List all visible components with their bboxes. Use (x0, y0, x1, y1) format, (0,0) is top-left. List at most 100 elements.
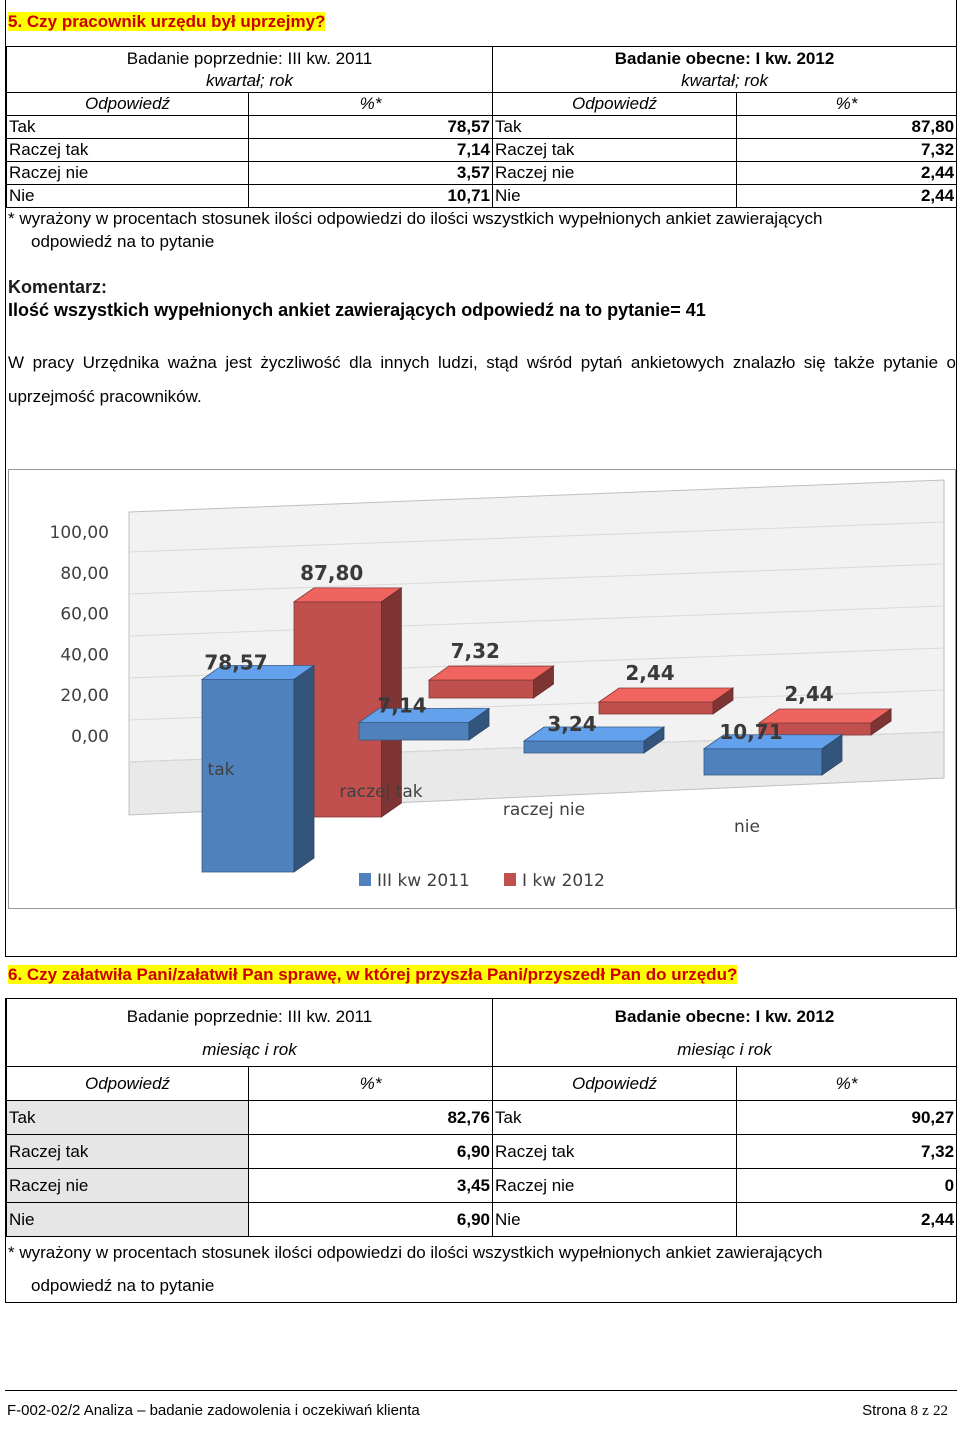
y-tick-label: 80,00 (60, 564, 109, 584)
data-label: 7,32 (451, 639, 500, 663)
bar-iii-kw-2011-raczej-nie (522, 726, 666, 754)
row-label: Raczej nie (6, 1168, 249, 1203)
question-5-table: Badanie poprzednie: III kw. 2011 kwartał;… (5, 46, 958, 208)
col-answer-curr: Odpowiedź (492, 1066, 738, 1101)
curr-study-header: Badanie obecne: I kw. 2012 kwartał; rok (492, 46, 958, 93)
row-value-curr: 90,27 (736, 1100, 958, 1135)
bar-i-kw-2012-nie (757, 708, 893, 736)
table-row: Nie 10,71 Nie 2,44 (6, 184, 958, 208)
data-label: 10,71 (719, 720, 782, 744)
col-pct-curr: %* (736, 92, 958, 116)
col-pct-curr: %* (736, 1066, 958, 1101)
row-label: Raczej nie (6, 161, 249, 185)
row-value-prev: 3,57 (247, 161, 494, 185)
column-header-row: Odpowiedź %* Odpowiedź %* (6, 1066, 958, 1101)
table-row: Tak 82,76 Tak 90,27 (6, 1100, 958, 1135)
row-label: Tak (492, 115, 738, 139)
gridline (128, 521, 945, 553)
chart-y-ticks: 0,00 20,00 40,00 60,00 80,00 100,00 (50, 523, 109, 747)
comment-paragraph: W pracy Urzędnika ważna jest życzliwość … (8, 353, 956, 406)
footer-divider (5, 1390, 957, 1391)
row-value-curr: 87,80 (736, 115, 958, 139)
question-6-title: 6. Czy załatwiła Pani/załatwił Pan spraw… (8, 965, 738, 984)
col-answer-prev: Odpowiedź (6, 1066, 249, 1101)
table-row: Tak 78,57 Tak 87,80 (6, 115, 958, 139)
row-label: Nie (6, 184, 249, 208)
prev-study-header: Badanie poprzednie: III kw. 2011 kwartał;… (5, 46, 494, 93)
data-label: 7,14 (377, 694, 426, 718)
question-5-frame (5, 0, 957, 957)
row-label: Raczej nie (492, 161, 738, 185)
legend-swatch (504, 873, 516, 886)
bar-iii-kw-2011-nie (702, 733, 844, 776)
col-pct-prev: %* (247, 92, 494, 116)
row-label: Tak (6, 1100, 249, 1135)
y-tick-label: 40,00 (60, 645, 109, 665)
question-6-table: Badanie poprzednie: III kw. 2011 miesiąc … (5, 998, 958, 1237)
curr-study-header: Badanie obecne: I kw. 2012 miesiąc i rok (492, 998, 958, 1067)
col-answer-prev: Odpowiedź (6, 92, 249, 116)
row-label: Raczej tak (6, 1134, 249, 1169)
row-value-curr: 7,32 (736, 1134, 958, 1169)
data-label: 2,44 (625, 661, 674, 685)
row-label: Raczej nie (492, 1168, 738, 1203)
table-row: Raczej nie 3,57 Raczej nie 2,44 (6, 161, 958, 185)
y-tick-label: 60,00 (60, 605, 109, 625)
y-tick-label: 20,00 (60, 686, 109, 706)
data-label: 2,44 (784, 682, 833, 706)
column-header-row: Odpowiedź %* Odpowiedź %* (6, 92, 958, 116)
bar-iii-kw-2011-tak (200, 664, 316, 873)
table-header-row: Badanie poprzednie: III kw. 2011 miesiąc … (5, 998, 958, 1067)
row-label: Raczej tak (6, 138, 249, 162)
row-label: Raczej tak (492, 1134, 738, 1169)
question-6-footnote: * wyrażony w procentach stosunek ilości … (8, 1243, 823, 1295)
row-value-curr: 2,44 (736, 184, 958, 208)
question-5-footnote: * wyrażony w procentach stosunek ilości … (8, 209, 823, 251)
col-pct-prev: %* (247, 1066, 494, 1101)
bar-i-kw-2012-raczej-nie (597, 687, 735, 715)
chart-data-labels: 87,80 7,32 2,44 2,44 78,57 7,14 3,24 10,71 (204, 561, 833, 744)
row-label: Nie (6, 1202, 249, 1237)
table-row: Nie 6,90 Nie 2,44 (6, 1202, 958, 1237)
y-tick-label: 100,00 (50, 523, 109, 543)
comment-count: Ilość wszystkich wypełnionych ankiet zaw… (8, 300, 706, 320)
chart-legend: III kw 2011 I kw 2012 (359, 871, 605, 891)
row-value-curr: 2,44 (736, 161, 958, 185)
row-value-prev: 6,90 (247, 1202, 494, 1237)
table-header-row: Badanie poprzednie: III kw. 2011 kwartał;… (5, 46, 958, 93)
row-label: Tak (492, 1100, 738, 1135)
comment-block: Komentarz: Ilość wszystkich wypełnionych… (8, 276, 706, 321)
gridline (128, 605, 945, 637)
footer-document-id: F-002-02/2 Analiza – badanie zadowolenia… (7, 1402, 420, 1419)
bar-iii-kw-2011-raczej-tak (357, 707, 491, 741)
prev-study-header: Badanie poprzednie: III kw. 2011 miesiąc … (5, 998, 494, 1067)
legend-label: I kw 2012 (522, 871, 605, 891)
table-row: Raczej tak 6,90 Raczej tak 7,32 (6, 1134, 958, 1169)
data-label: 87,80 (300, 561, 363, 585)
table-row: Raczej nie 3,45 Raczej nie 0 (6, 1168, 958, 1203)
legend-swatch (359, 873, 371, 886)
row-value-prev: 10,71 (247, 184, 494, 208)
col-answer-curr: Odpowiedź (492, 92, 738, 116)
row-value-prev: 78,57 (247, 115, 494, 139)
row-value-prev: 3,45 (247, 1168, 494, 1203)
row-label: Raczej tak (492, 138, 738, 162)
category-label: nie (734, 817, 760, 837)
legend-label: III kw 2011 (377, 871, 470, 891)
table-row: Raczej tak 7,14 Raczej tak 7,32 (6, 138, 958, 162)
row-label: Nie (492, 1202, 738, 1237)
gridline (128, 563, 945, 595)
row-value-curr: 2,44 (736, 1202, 958, 1237)
footer-page-number: Strona 8 z 22 (862, 1402, 948, 1419)
bar-i-kw-2012-raczej-tak (427, 665, 555, 699)
question-5-title: 5. Czy pracownik urzędu był uprzejmy? (8, 12, 326, 31)
category-label: raczej nie (503, 800, 585, 820)
row-value-prev: 82,76 (247, 1100, 494, 1135)
row-value-prev: 6,90 (247, 1134, 494, 1169)
category-label: raczej tak (339, 782, 422, 802)
row-value-curr: 7,32 (736, 138, 958, 162)
chart-category-labels: tak raczej tak raczej nie nie (208, 760, 760, 837)
bar-chart-3d: 0,00 20,00 40,00 60,00 80,00 100,00 87,80 7,32… (50, 479, 945, 891)
row-value-curr: 0 (736, 1168, 958, 1203)
comment-title: Komentarz: (8, 277, 108, 297)
